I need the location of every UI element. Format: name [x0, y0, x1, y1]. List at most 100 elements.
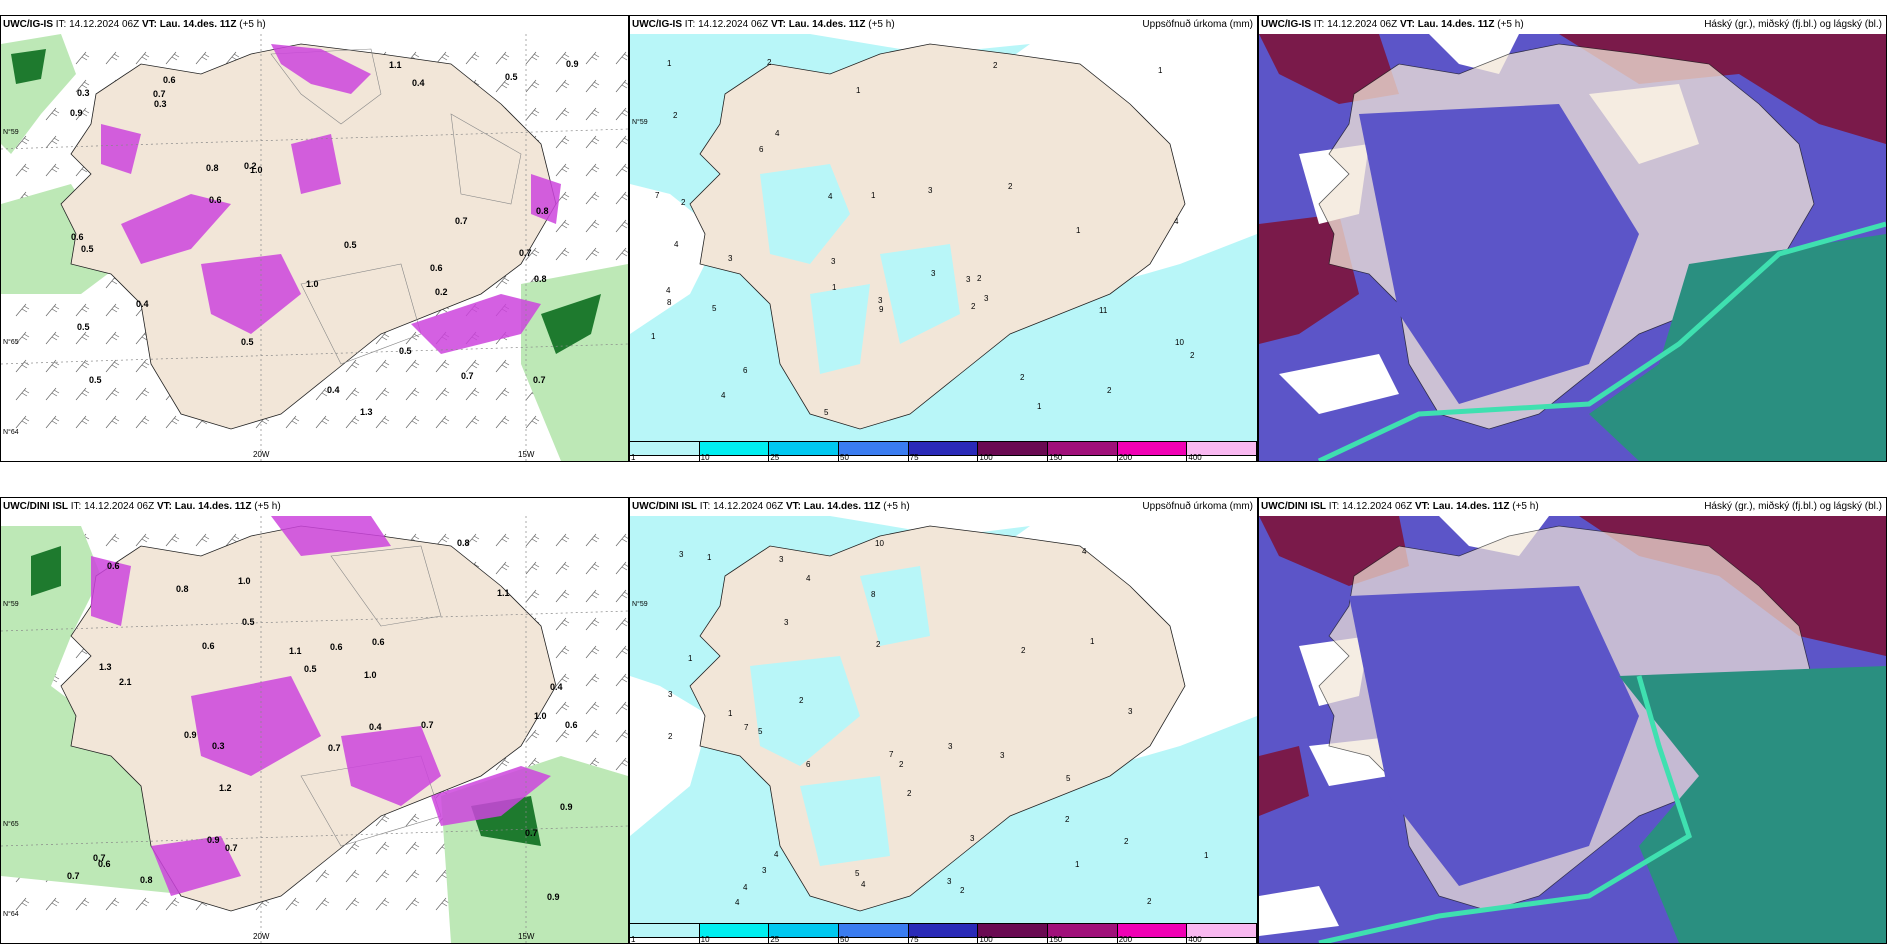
lat-label: N°59 [3, 600, 19, 608]
wind-barb [435, 897, 450, 911]
value-label: 3 [984, 294, 989, 303]
colorbar-label: 150 [1049, 935, 1063, 944]
wind-barb [195, 533, 210, 547]
colorbar-label: 200 [1118, 453, 1133, 462]
value-label: 0.6 [565, 720, 578, 730]
wind-barb [615, 757, 628, 771]
wind-barb [405, 415, 420, 429]
wind-barb [615, 673, 628, 687]
value-label: 2 [876, 640, 881, 649]
panel-igis-wind: UWC/IG-IS IT: 14.12.2024 06Z VT: Lau. 14… [0, 15, 629, 462]
value-label: 2 [799, 696, 804, 705]
value-label: 0.3 [212, 741, 225, 751]
value-label: 0.6 [330, 642, 343, 652]
value-label: 0.6 [71, 232, 84, 242]
value-label: 0.5 [89, 375, 102, 385]
colorbar-label: 10 [700, 935, 710, 944]
low-cloud [1589, 234, 1886, 461]
wind-barb [225, 51, 240, 65]
value-label: 0.8 [457, 538, 470, 548]
value-label: 4 [1174, 217, 1179, 226]
value-label: 0.9 [547, 892, 560, 902]
value-label: 1.1 [289, 646, 302, 656]
wind-barb [15, 303, 30, 317]
map-clouds [1259, 34, 1886, 461]
wind-barb [75, 331, 90, 345]
wind-barb [405, 897, 420, 911]
precip-over-land [760, 164, 960, 374]
wind-barb [555, 107, 570, 121]
value-label: 7 [655, 191, 660, 200]
wind-barb [285, 415, 300, 429]
wind-barb [495, 757, 510, 771]
wind-barb [75, 303, 90, 317]
wind-barb [495, 533, 510, 547]
value-label: 2 [1008, 182, 1013, 191]
colorbar-cell: 10 [699, 923, 770, 944]
lon-label: 20W [253, 450, 270, 459]
wind-barb [135, 387, 150, 401]
value-label: 0.7 [225, 843, 238, 853]
wind-barb [555, 219, 570, 233]
panel-dini-precip: UWC/DINI ISL IT: 14.12.2024 06Z VT: Lau.… [629, 497, 1258, 944]
wind-barb [495, 415, 510, 429]
wind-barb [15, 897, 30, 911]
value-label: 2 [971, 302, 976, 311]
lon-label: 15W [518, 932, 535, 941]
map-wind-precip: 0.91.01.10.80.61.00.71.20.90.80.61.10.70… [1, 516, 628, 943]
colorbar-cell: 200 [1117, 923, 1188, 943]
wind-barb [555, 673, 570, 687]
wind-barb [75, 359, 90, 373]
map-clouds [1259, 516, 1886, 943]
value-label: 0.7 [421, 720, 434, 730]
mid-cloud-over-land [1359, 104, 1639, 404]
value-label: 5 [855, 869, 860, 878]
value-label: 0.4 [550, 682, 563, 692]
value-label: 4 [775, 129, 780, 138]
value-label: 6 [759, 145, 764, 154]
value-label: 9 [879, 305, 884, 314]
wind-barb [165, 415, 180, 429]
wind-barb [495, 561, 510, 575]
wind-barb [105, 359, 120, 373]
value-label: 0.9 [560, 802, 573, 812]
wind-barb [615, 191, 628, 205]
value-label: 0.7 [93, 853, 106, 863]
wind-barb [525, 589, 540, 603]
lat-label: N°65 [3, 338, 19, 346]
wind-barb [585, 701, 600, 715]
high-cloud [1259, 516, 1886, 816]
wind-barb [135, 359, 150, 373]
wind-barb [585, 729, 600, 743]
value-label: 0.5 [77, 322, 90, 332]
value-label: 3 [668, 690, 673, 699]
value-label: 2 [1065, 815, 1070, 824]
value-label: 0.6 [202, 641, 215, 651]
value-label: 4 [743, 883, 748, 892]
panel-dini-clouds: UWC/DINI ISL IT: 14.12.2024 06Z VT: Lau.… [1258, 497, 1887, 944]
wind-barb [525, 51, 540, 65]
wind-barb [15, 331, 30, 345]
lat-label: N°64 [3, 910, 19, 918]
colorbar-label: 100 [979, 453, 993, 462]
wind-barb [105, 303, 120, 317]
value-label: 1 [1037, 402, 1042, 411]
value-label: 8 [667, 298, 672, 307]
wind-barb [585, 533, 600, 547]
value-label: 1 [1204, 851, 1209, 860]
value-label: 0.7 [455, 216, 468, 226]
value-label: 2 [993, 61, 998, 70]
value-label: 4 [735, 898, 740, 907]
value-label: 3 [966, 275, 971, 284]
wind-barb [465, 359, 480, 373]
wind-barb [45, 303, 60, 317]
wind-barb [75, 387, 90, 401]
wind-barb [435, 387, 450, 401]
value-label: 3 [947, 877, 952, 886]
value-label: 2 [1147, 897, 1152, 906]
wind-barb [45, 107, 60, 121]
iceland-land [689, 43, 1186, 430]
colorbar-cell: 75 [908, 441, 979, 461]
wind-barb [615, 79, 628, 93]
